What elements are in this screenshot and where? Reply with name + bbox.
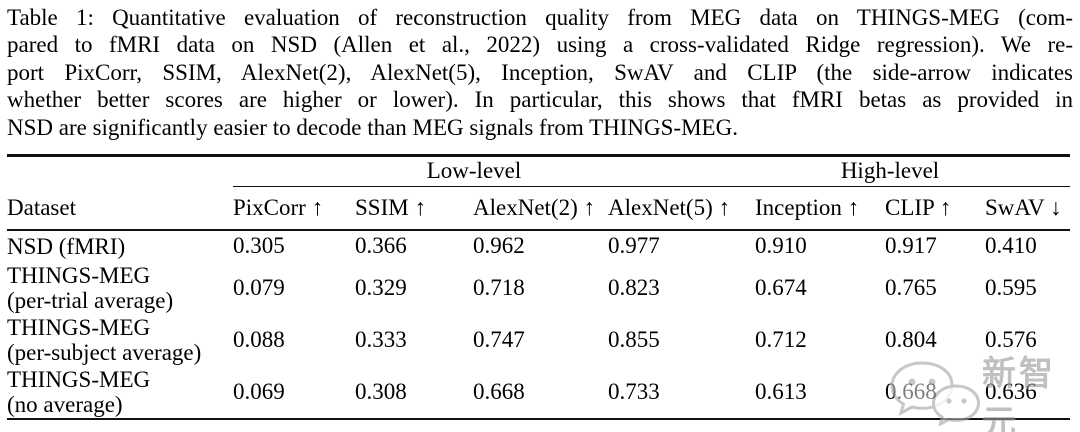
dataset-cell: THINGS-MEG (per-subject average): [7, 315, 233, 365]
group-header-low-level: Low-level: [426, 158, 522, 183]
col-header-ssim: SSIM ↑: [355, 194, 426, 220]
swav-value: 0.595: [985, 274, 1037, 300]
clip-value: 0.765: [885, 274, 937, 300]
col-header-alexnet5: AlexNet(5) ↑: [608, 194, 730, 220]
pixcorr-value: 0.069: [233, 378, 285, 404]
inception-value: 0.613: [755, 378, 807, 404]
col-header-alexnet2: AlexNet(2) ↑: [473, 194, 595, 220]
pixcorr-value: 0.088: [233, 326, 285, 352]
table-toprule: [7, 154, 1070, 157]
pixcorr-value: 0.079: [233, 274, 285, 300]
alexnet2-value: 0.962: [473, 233, 525, 258]
swav-value: 0.636: [985, 378, 1037, 404]
alexnet2-value: 0.718: [473, 274, 525, 300]
ssim-value: 0.333: [355, 326, 407, 352]
col-header-pixcorr: PixCorr ↑: [233, 194, 324, 220]
swav-value: 0.576: [985, 326, 1037, 352]
col-header-dataset: Dataset: [7, 194, 76, 220]
caption-line: port PixCorr, SSIM, AlexNet(2), AlexNet(…: [7, 59, 1073, 85]
clip-value: 0.804: [885, 326, 937, 352]
alexnet5-value: 0.733: [608, 378, 660, 404]
dataset-sublabel: (per-subject average): [7, 339, 202, 365]
inception-value: 0.910: [755, 233, 807, 258]
dataset-label: THINGS-MEG: [7, 366, 151, 392]
ssim-value: 0.329: [355, 274, 407, 300]
caption-line: pared to fMRI data on NSD (Allen et al.,…: [7, 32, 1073, 58]
dataset-cell: THINGS-MEG (per-trial average): [7, 263, 233, 313]
group-header-row: Low-level High-level: [7, 157, 1070, 186]
alexnet5-value: 0.855: [608, 326, 660, 352]
column-header-row: Dataset PixCorr ↑ SSIM ↑ AlexNet(2) ↑ Al…: [7, 187, 1070, 229]
table-row: THINGS-MEG (no average) 0.069 0.308 0.66…: [7, 366, 1070, 418]
clip-value: 0.668: [885, 378, 937, 404]
dataset-label: THINGS-MEG: [7, 314, 151, 340]
col-header-inception: Inception ↑: [755, 194, 860, 220]
results-table: Low-level High-level Dataset PixCorr ↑ S…: [7, 154, 1070, 420]
dataset-sublabel: (no average): [7, 391, 123, 417]
table-cmidrule: [233, 185, 1070, 187]
dataset-sublabel: (per-trial average): [7, 287, 174, 313]
ssim-value: 0.308: [355, 378, 407, 404]
dataset-label: NSD (fMRI): [7, 233, 126, 259]
pixcorr-value: 0.305: [233, 233, 285, 258]
col-header-clip: CLIP ↑: [885, 194, 952, 220]
alexnet2-value: 0.747: [473, 326, 525, 352]
dataset-cell: THINGS-MEG (no average): [7, 367, 233, 417]
clip-value: 0.917: [885, 233, 937, 258]
ssim-value: 0.366: [355, 233, 407, 258]
group-header-high-level: High-level: [840, 158, 940, 183]
table-midrule: [7, 228, 1070, 231]
table-row: THINGS-MEG (per-trial average) 0.079 0.3…: [7, 262, 1070, 314]
col-header-swav: SwAV ↓: [985, 194, 1062, 220]
swav-value: 0.410: [985, 233, 1037, 258]
caption-line: NSD are significantly easier to decode t…: [7, 114, 738, 140]
dataset-cell: NSD (fMRI): [7, 234, 233, 259]
alexnet5-value: 0.977: [608, 233, 660, 258]
table-row: NSD (fMRI) 0.305 0.366 0.962 0.977 0.910…: [7, 231, 1070, 262]
caption-line: Table 1: Quantitative evaluation of reco…: [7, 5, 1073, 30]
caption-line: whether better scores are higher or lowe…: [7, 87, 1073, 113]
table-bottomrule: [7, 417, 1070, 420]
inception-value: 0.712: [755, 326, 807, 352]
dataset-label: THINGS-MEG: [7, 262, 151, 288]
table-caption: Table 1: Quantitative evaluation of reco…: [7, 4, 1073, 141]
inception-value: 0.674: [755, 274, 807, 300]
alexnet2-value: 0.668: [473, 378, 525, 404]
alexnet5-value: 0.823: [608, 274, 660, 300]
table-row: THINGS-MEG (per-subject average) 0.088 0…: [7, 314, 1070, 366]
